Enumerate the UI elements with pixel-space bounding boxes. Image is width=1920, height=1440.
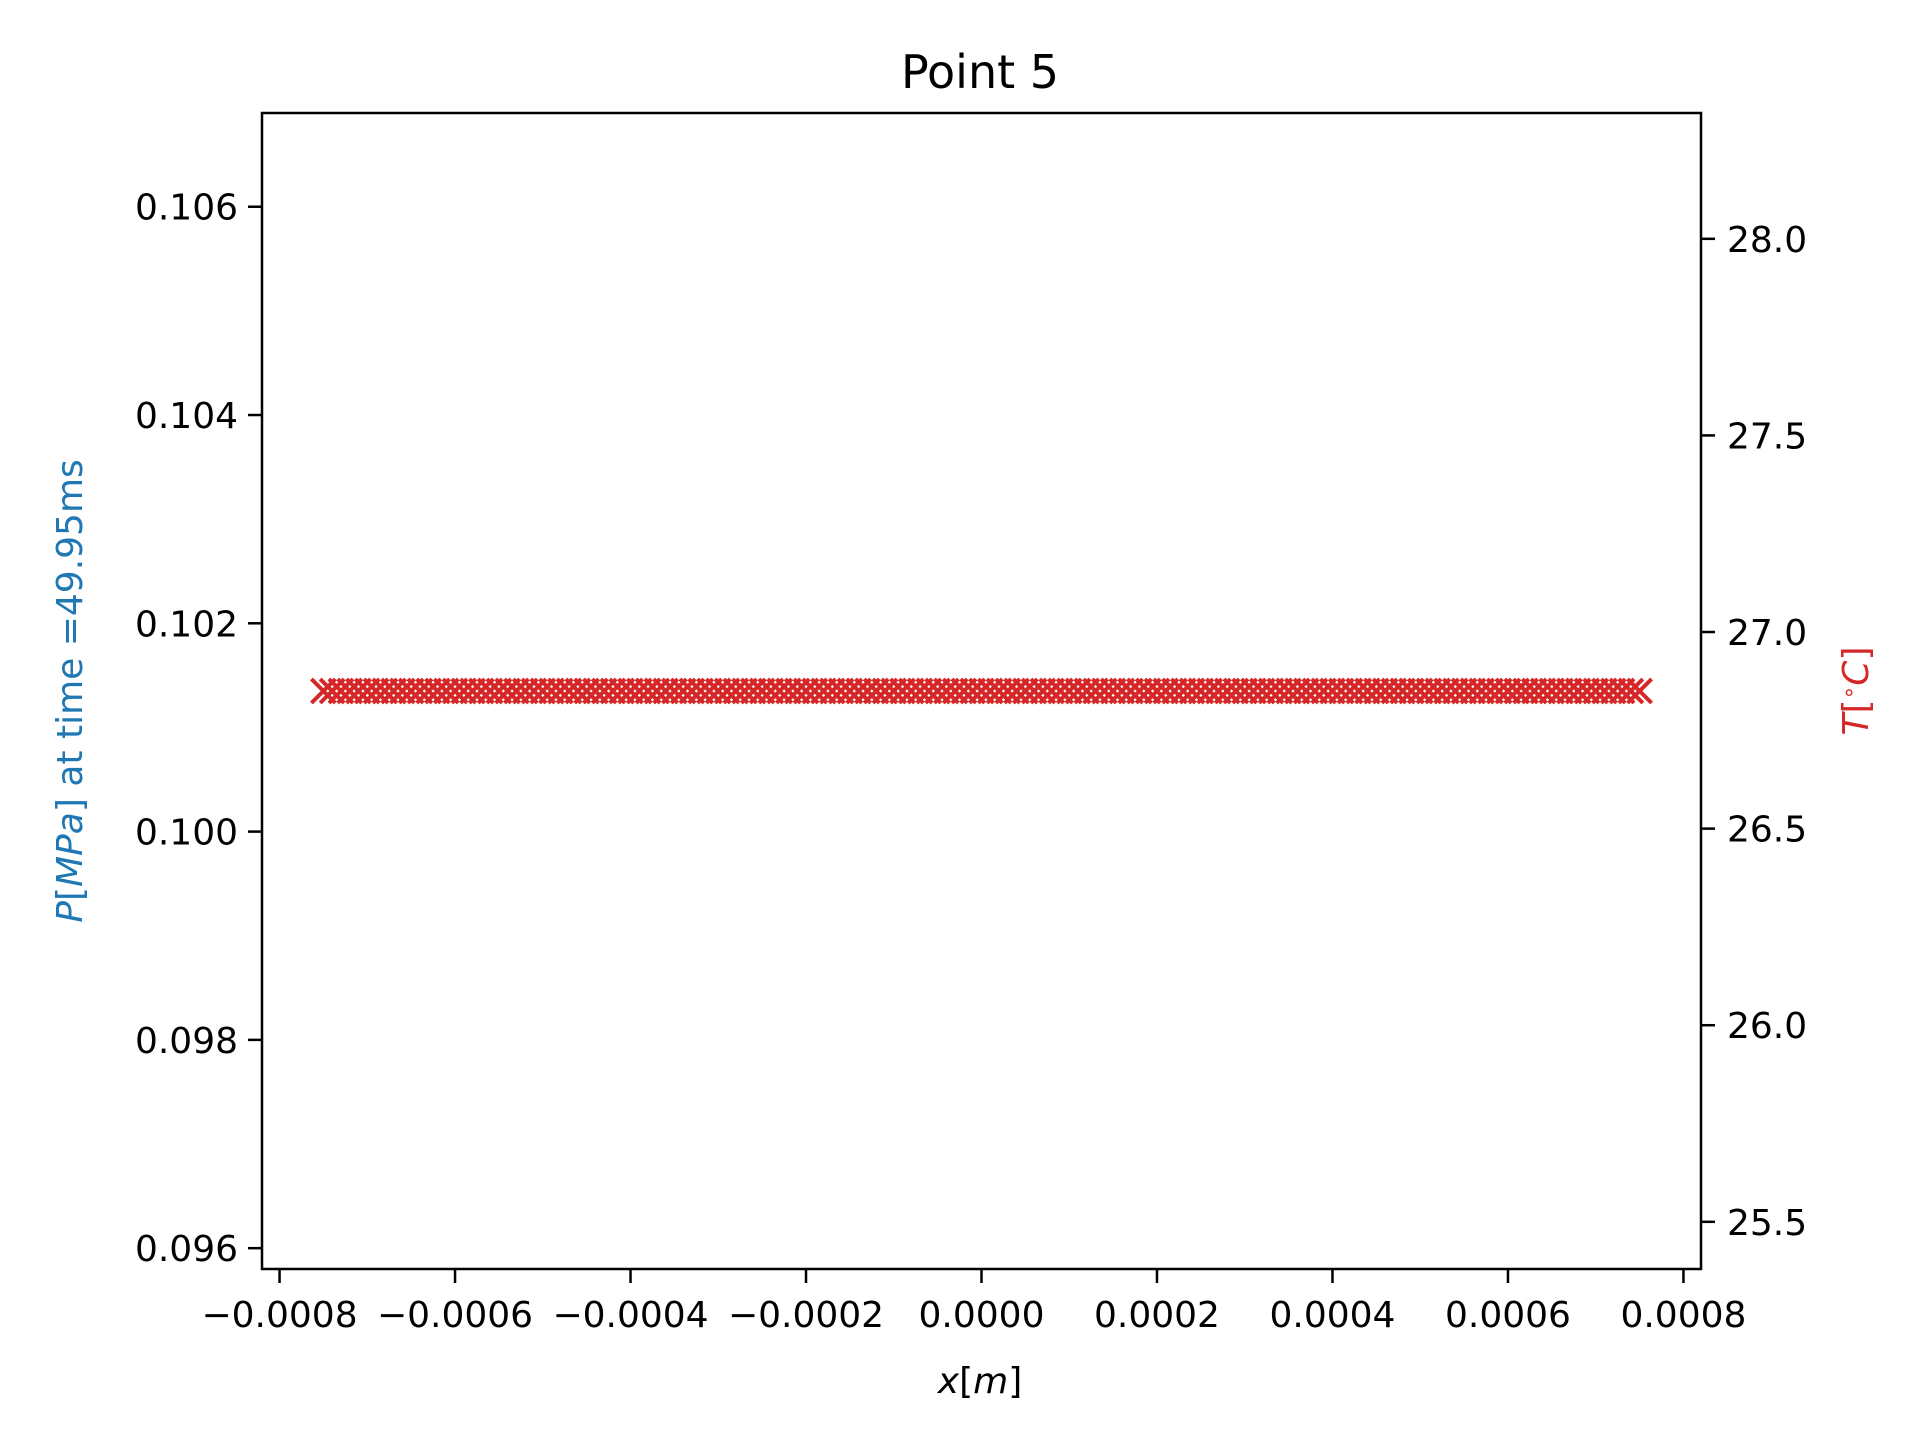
chart-title: Point 5 [901,45,1059,99]
left-y-tick-label: 0.102 [135,604,238,645]
x-tick-label: 0.0008 [1620,1295,1746,1336]
right-y-tick-label: 26.5 [1727,810,1807,851]
x-tick-label: −0.0008 [201,1295,357,1336]
x-tick-label: −0.0002 [728,1295,884,1336]
left-y-axis-label-var: P [50,901,91,923]
right-y-tick-label: 27.5 [1727,416,1807,457]
x-tick-label: −0.0004 [552,1295,708,1336]
left-y-tick-label: 0.104 [135,396,238,437]
right-y-tick-label: 25.5 [1727,1203,1807,1244]
left-y-tick-label: 0.106 [135,188,238,229]
left-y-tick-label: 0.100 [135,813,238,854]
left-y-tick-label: 0.098 [135,1021,238,1062]
x-tick-label: 0.0004 [1269,1295,1395,1336]
left-y-tick-label: 0.096 [135,1229,238,1270]
right-y-tick-label: 27.0 [1727,613,1807,654]
x-axis-label-unit: m [973,1361,1008,1402]
x-tick-label: 0.0006 [1445,1295,1571,1336]
x-tick-label: −0.0006 [377,1295,533,1336]
x-tick-label: 0.0002 [1094,1295,1220,1336]
left-y-axis-label-suffix: at time =49.95ms [50,459,91,798]
left-y-axis-label-unit: MPa [50,812,91,887]
x-tick-label: 0.0000 [919,1295,1045,1336]
x-axis-label-var: x [937,1361,960,1402]
left-y-axis-label: P[MPa] at time =49.95ms [50,459,91,923]
right-y-axis-label: T[∘C] [1836,646,1877,735]
left-y-axis-ticks: 0.096 0.098 0.100 0.102 0.104 0.106 [135,188,262,1270]
right-y-tick-label: 26.0 [1727,1006,1807,1047]
right-y-tick-label: 28.0 [1727,220,1807,261]
x-axis-ticks: −0.0008 −0.0006 −0.0004 −0.0002 0.0000 0.0002… [201,1269,1746,1336]
x-axis-label: x[m] [937,1361,1022,1402]
data-markers [311,679,1651,703]
right-y-axis-label-unit: C [1836,660,1877,686]
right-y-axis-ticks: 25.5 26.0 26.5 27.0 27.5 28.0 [1701,220,1807,1244]
